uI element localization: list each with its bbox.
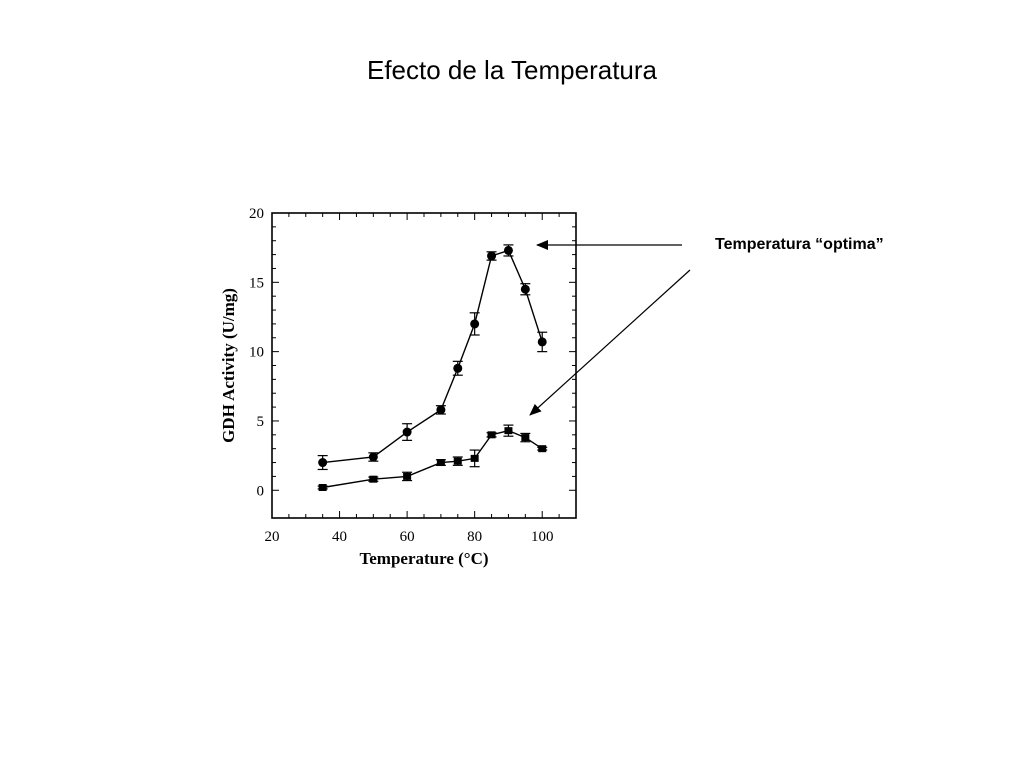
x-tick-label: 60 (400, 529, 415, 545)
data-point-square (487, 431, 496, 439)
y-tick-label: 10 (249, 345, 264, 361)
data-point-circle (318, 458, 328, 468)
data-point-square (470, 454, 479, 462)
series-line-1 (322, 429, 543, 489)
data-point-square (538, 445, 547, 453)
data-point-square (369, 475, 378, 483)
annotation-label: Temperatura “optima” (715, 236, 884, 253)
x-tick-label: 100 (531, 529, 554, 545)
data-point-circle (436, 405, 446, 415)
data-point-circle (453, 363, 463, 373)
data-point-circle (470, 319, 480, 329)
data-point-square (436, 459, 445, 467)
data-point-circle (368, 452, 378, 462)
data-point-square (318, 484, 327, 491)
data-point-circle (520, 284, 530, 294)
data-point-square (521, 434, 530, 442)
data-point-circle (537, 337, 547, 347)
series-line-0 (322, 249, 543, 464)
x-axis-title: Temperature (°C) (359, 549, 488, 568)
data-point-square (453, 457, 462, 465)
y-tick-label: 0 (257, 483, 265, 499)
data-point-circle (503, 245, 513, 255)
y-axis-title: GDH Activity (U/mg) (219, 288, 238, 443)
arrow-to-peak-square (529, 269, 691, 416)
plot-frame (271, 212, 577, 519)
x-tick-label: 80 (467, 529, 482, 545)
slide-title: Efecto de la Temperatura (366, 55, 658, 85)
chart-plot-area: 20 40 60 80 100 0 5 10 15 20 Temperature (°C) GDH A… (219, 206, 577, 568)
data-point-circle (487, 251, 497, 261)
y-tick-label: 20 (249, 206, 264, 222)
y-tick-label: 15 (249, 275, 264, 291)
data-point-square (403, 472, 412, 480)
x-tick-label: 40 (332, 529, 347, 545)
data-point-square (504, 427, 513, 435)
x-tick-label: 20 (265, 529, 280, 545)
data-point-circle (402, 427, 412, 437)
y-tick-label: 5 (257, 414, 265, 430)
